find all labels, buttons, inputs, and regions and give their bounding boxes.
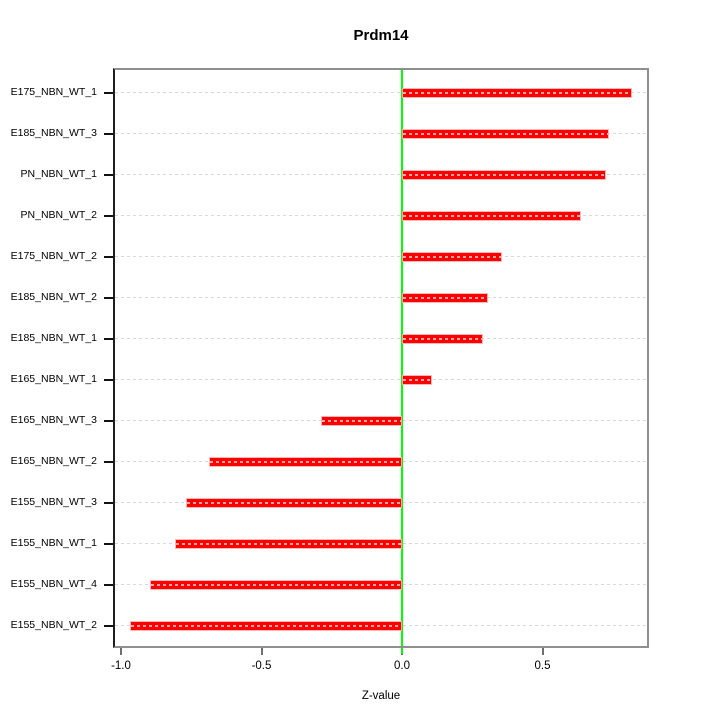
y-axis-label: E155_NBN_WT_3 [10,496,97,508]
bar [209,458,402,466]
y-axis-tick [104,379,113,381]
bar [150,581,402,589]
y-axis-label: PN_NBN_WT_2 [20,209,97,221]
x-axis-tick [541,648,544,655]
y-axis-label: E175_NBN_WT_1 [10,86,97,98]
y-axis-tick [104,174,113,176]
x-tick-label: -1.0 [111,660,131,672]
bar [403,294,488,302]
plot-panel [113,68,649,648]
bar [403,130,609,138]
y-axis-tick [104,92,113,94]
y-axis-tick [104,502,113,504]
y-axis-label: E155_NBN_WT_4 [10,578,97,590]
x-tick-label: 0.0 [394,660,410,672]
zero-line-extension [401,648,403,654]
x-tick-label: -0.5 [251,660,272,672]
bar [403,171,606,179]
bar [403,89,631,97]
gridline [115,338,647,339]
y-axis-tick [104,256,113,258]
y-axis-label: E155_NBN_WT_1 [10,537,97,549]
y-axis-label: E185_NBN_WT_3 [10,127,97,139]
y-axis-label: E165_NBN_WT_3 [10,414,97,426]
gridline [115,174,647,175]
y-axis-tick [104,420,113,422]
y-axis-tick [104,133,113,135]
y-axis-label: E165_NBN_WT_1 [10,373,97,385]
bar [187,499,401,507]
gridline [115,133,647,134]
gridline [115,379,647,380]
bar [322,417,401,425]
bar [403,212,581,220]
y-axis-label: E175_NBN_WT_2 [10,250,97,262]
y-axis-label: E185_NBN_WT_1 [10,332,97,344]
y-axis-tick [104,543,113,545]
bar [403,376,432,384]
chart-title: Prdm14 [353,27,409,44]
y-axis-tick [104,584,113,586]
y-axis-tick [104,461,113,463]
bar [403,253,502,261]
y-axis-label: PN_NBN_WT_1 [20,168,97,180]
y-axis-tick [104,338,113,340]
gridline [115,215,647,216]
bar [131,622,401,630]
gridline [115,92,647,93]
x-tick-label: 0.5 [534,660,551,672]
y-axis-label: E155_NBN_WT_2 [10,619,97,631]
gridline [115,297,647,298]
y-axis-label: E185_NBN_WT_2 [10,291,97,303]
y-axis-label: E165_NBN_WT_2 [10,455,97,467]
y-axis-tick [104,297,113,299]
zero-reference-line [401,70,403,646]
bar [403,335,482,343]
x-axis-tick [120,648,122,655]
gridline [115,256,647,257]
x-axis-title: Z-value [361,690,401,702]
y-axis-tick [104,215,113,217]
bar [176,540,401,548]
x-axis-tick [260,648,263,655]
y-axis-tick [104,625,113,627]
